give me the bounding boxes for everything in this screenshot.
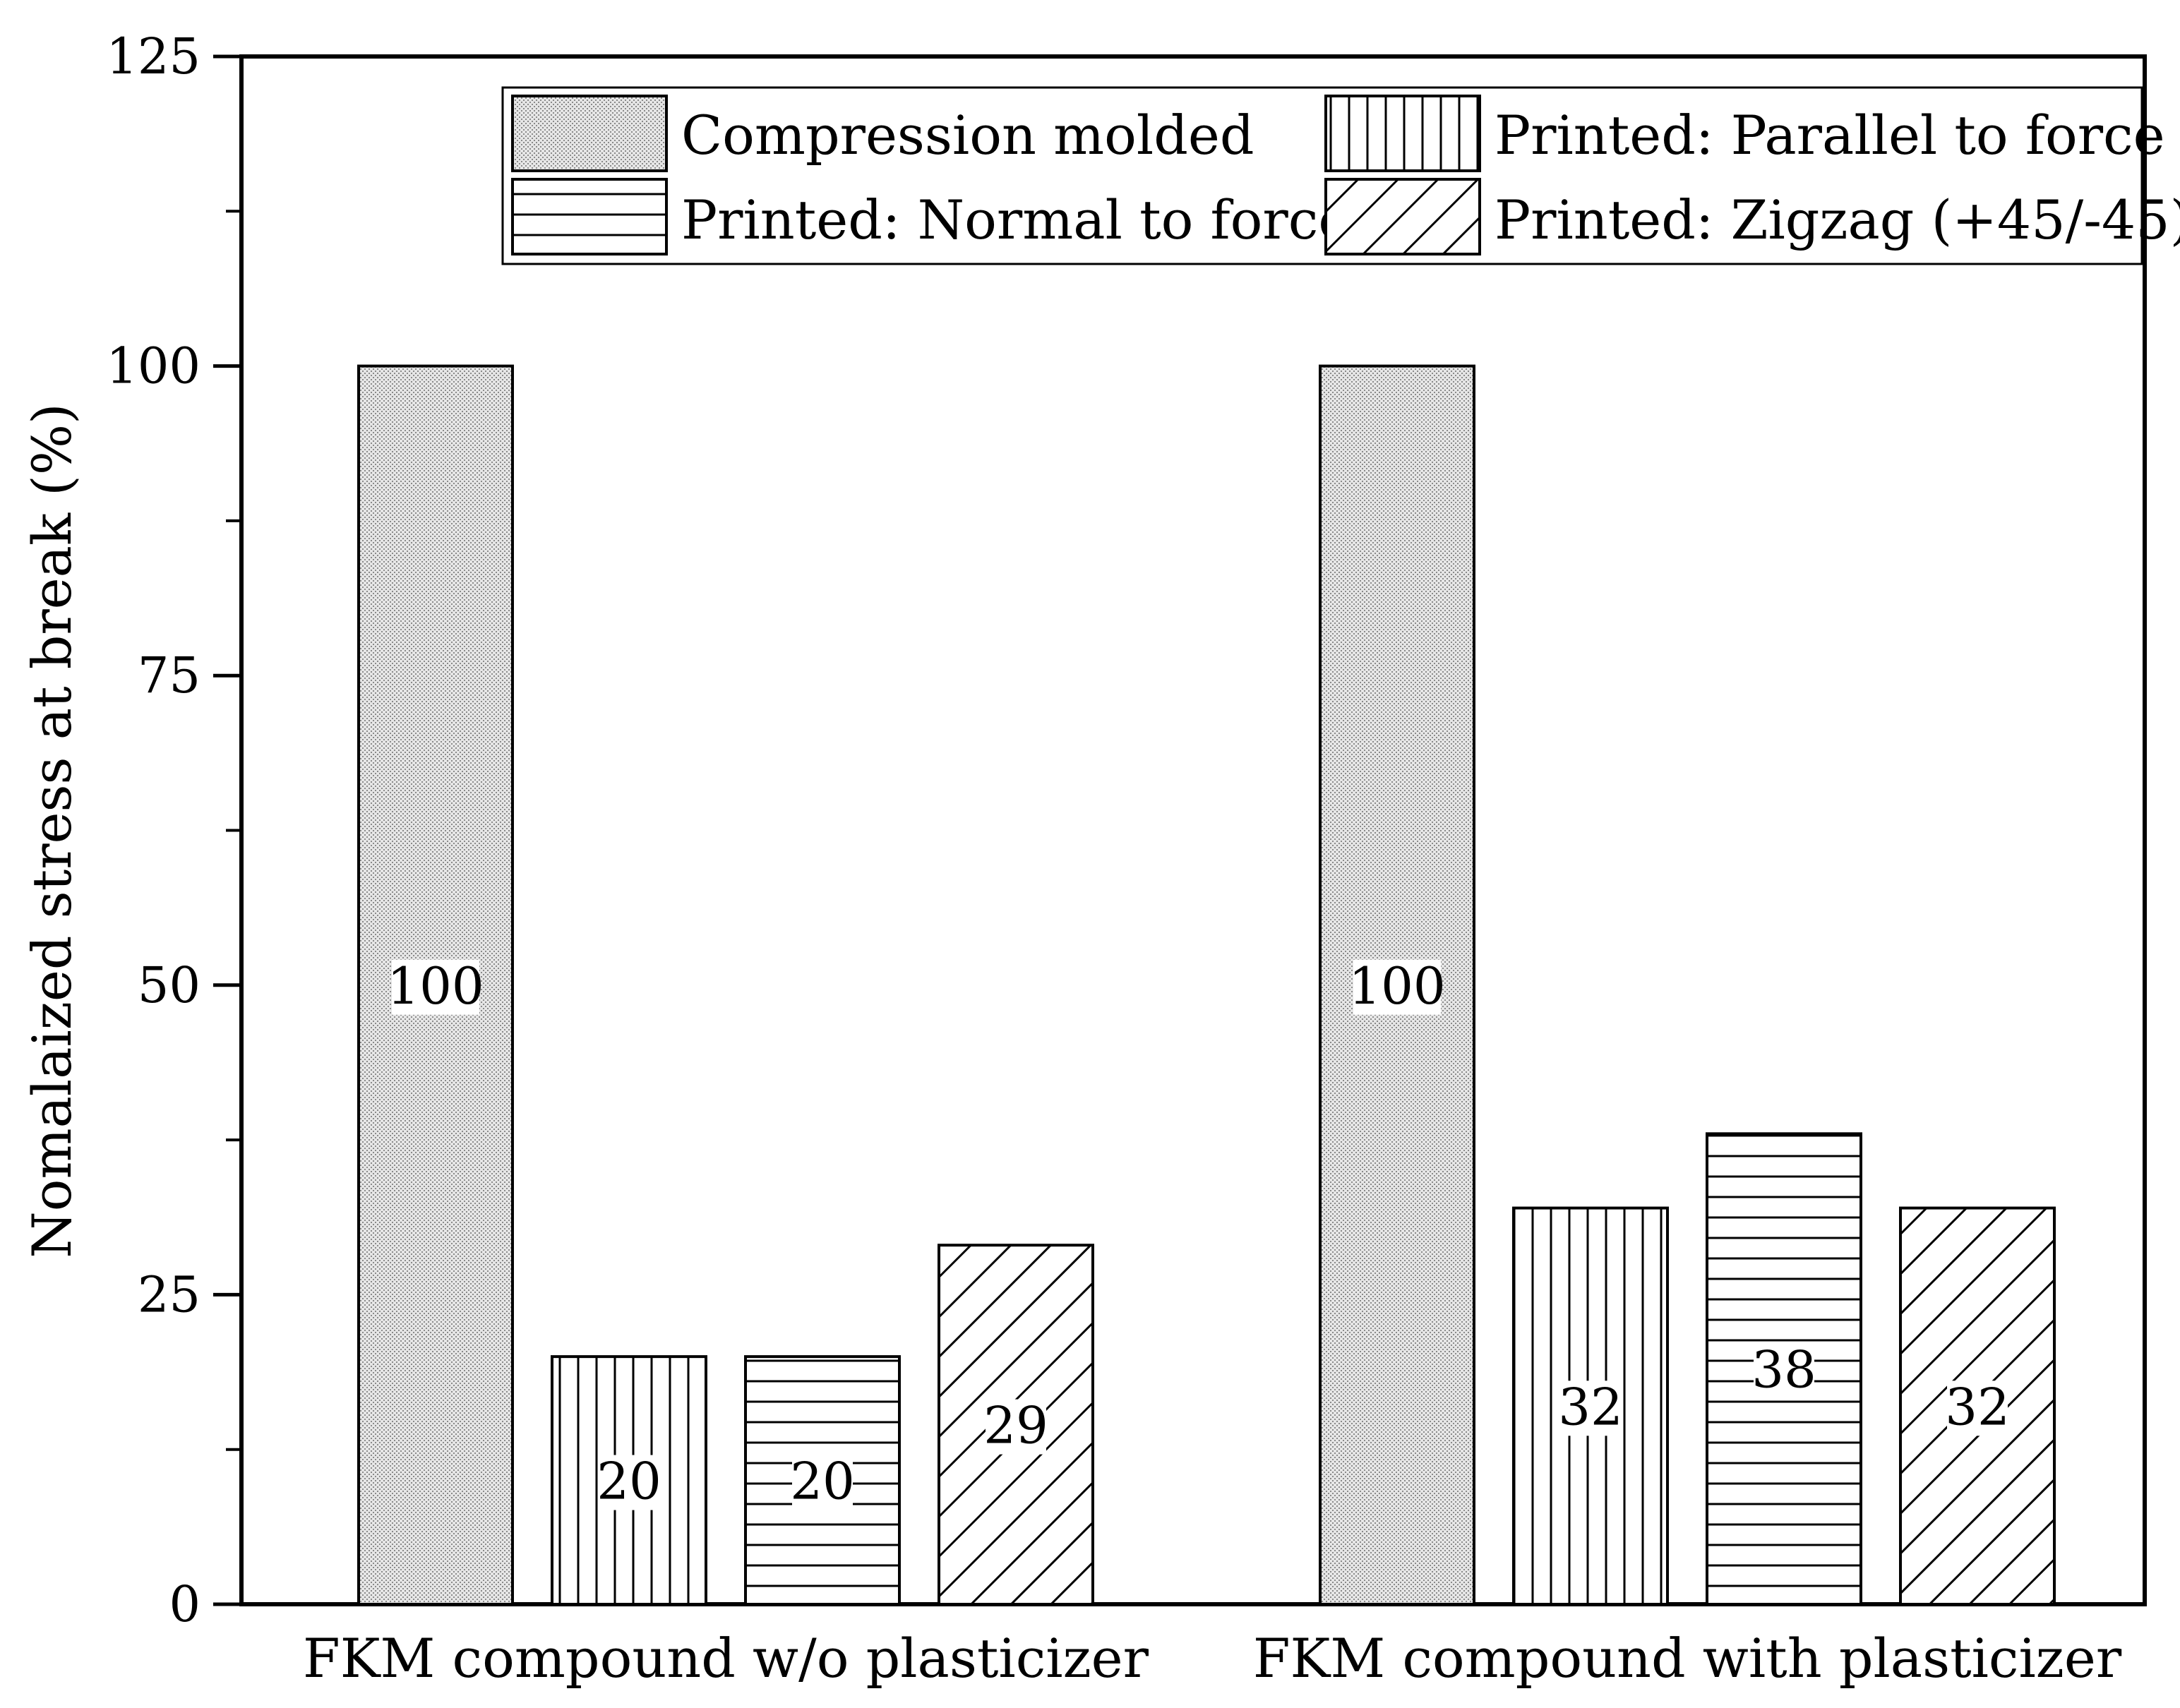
bar-label-background [392,959,479,1015]
x-axis: FKM compound w/o plasticizer FKM compound… [303,1627,2122,1690]
y-tick-label: 75 [138,646,200,704]
legend-swatch-vertical [1324,95,1481,172]
y-tick-label: 50 [138,956,200,1014]
y-tick-label: 125 [106,28,200,85]
legend-entry-label: Compression molded [681,104,1254,167]
bar-value-label: 20 [597,1452,661,1511]
bar-label-background [1947,1381,2008,1436]
bar-label-background [792,1455,853,1510]
y-axis-title: Nomalaized stress at break (%) [20,403,83,1258]
bar-value-label: 100 [387,956,484,1016]
bar-label-background [1560,1381,1621,1436]
y-tick-label: 100 [106,337,200,395]
bar-value-label: 38 [1751,1340,1816,1400]
legend-swatch-horizontal [511,178,668,255]
bar-value-label: 32 [1945,1377,2010,1436]
bar-value-labels: 100 20 20 29 100 32 38 32 [387,956,2010,1511]
bar-label-background [599,1455,659,1510]
bars [357,364,2056,1606]
legend-entry-label: Printed: Parallel to force [1495,104,2165,167]
bar-label-background [986,1399,1046,1455]
bar-value-label: 20 [790,1452,855,1511]
y-axis: 0 25 50 75 100 125 [106,28,241,1633]
legend-entry-label: Printed: Zigzag (+45/-45) [1495,188,2180,251]
bar-value-label: 32 [1558,1377,1623,1436]
legend-swatch-dots [511,95,668,172]
legend-frame [501,86,2143,265]
bar-label-background [1754,1343,1814,1399]
x-category-label: FKM compound w/o plasticizer [303,1627,1149,1690]
bar-value-label: 29 [983,1396,1048,1455]
legend-entry-label: Printed: Normal to force [681,188,1350,251]
bar-label-background [1353,959,1441,1015]
legend-swatch-diagonal [1324,178,1481,255]
y-tick-label: 25 [138,1265,200,1323]
bar-value-label: 100 [1348,956,1445,1016]
legend: Compression molded Printed: Parallel to f… [501,86,2180,265]
x-category-label: FKM compound with plasticizer [1253,1627,2122,1690]
y-tick-label: 0 [169,1575,200,1633]
bar-diagonal-2 [1899,1206,2056,1606]
